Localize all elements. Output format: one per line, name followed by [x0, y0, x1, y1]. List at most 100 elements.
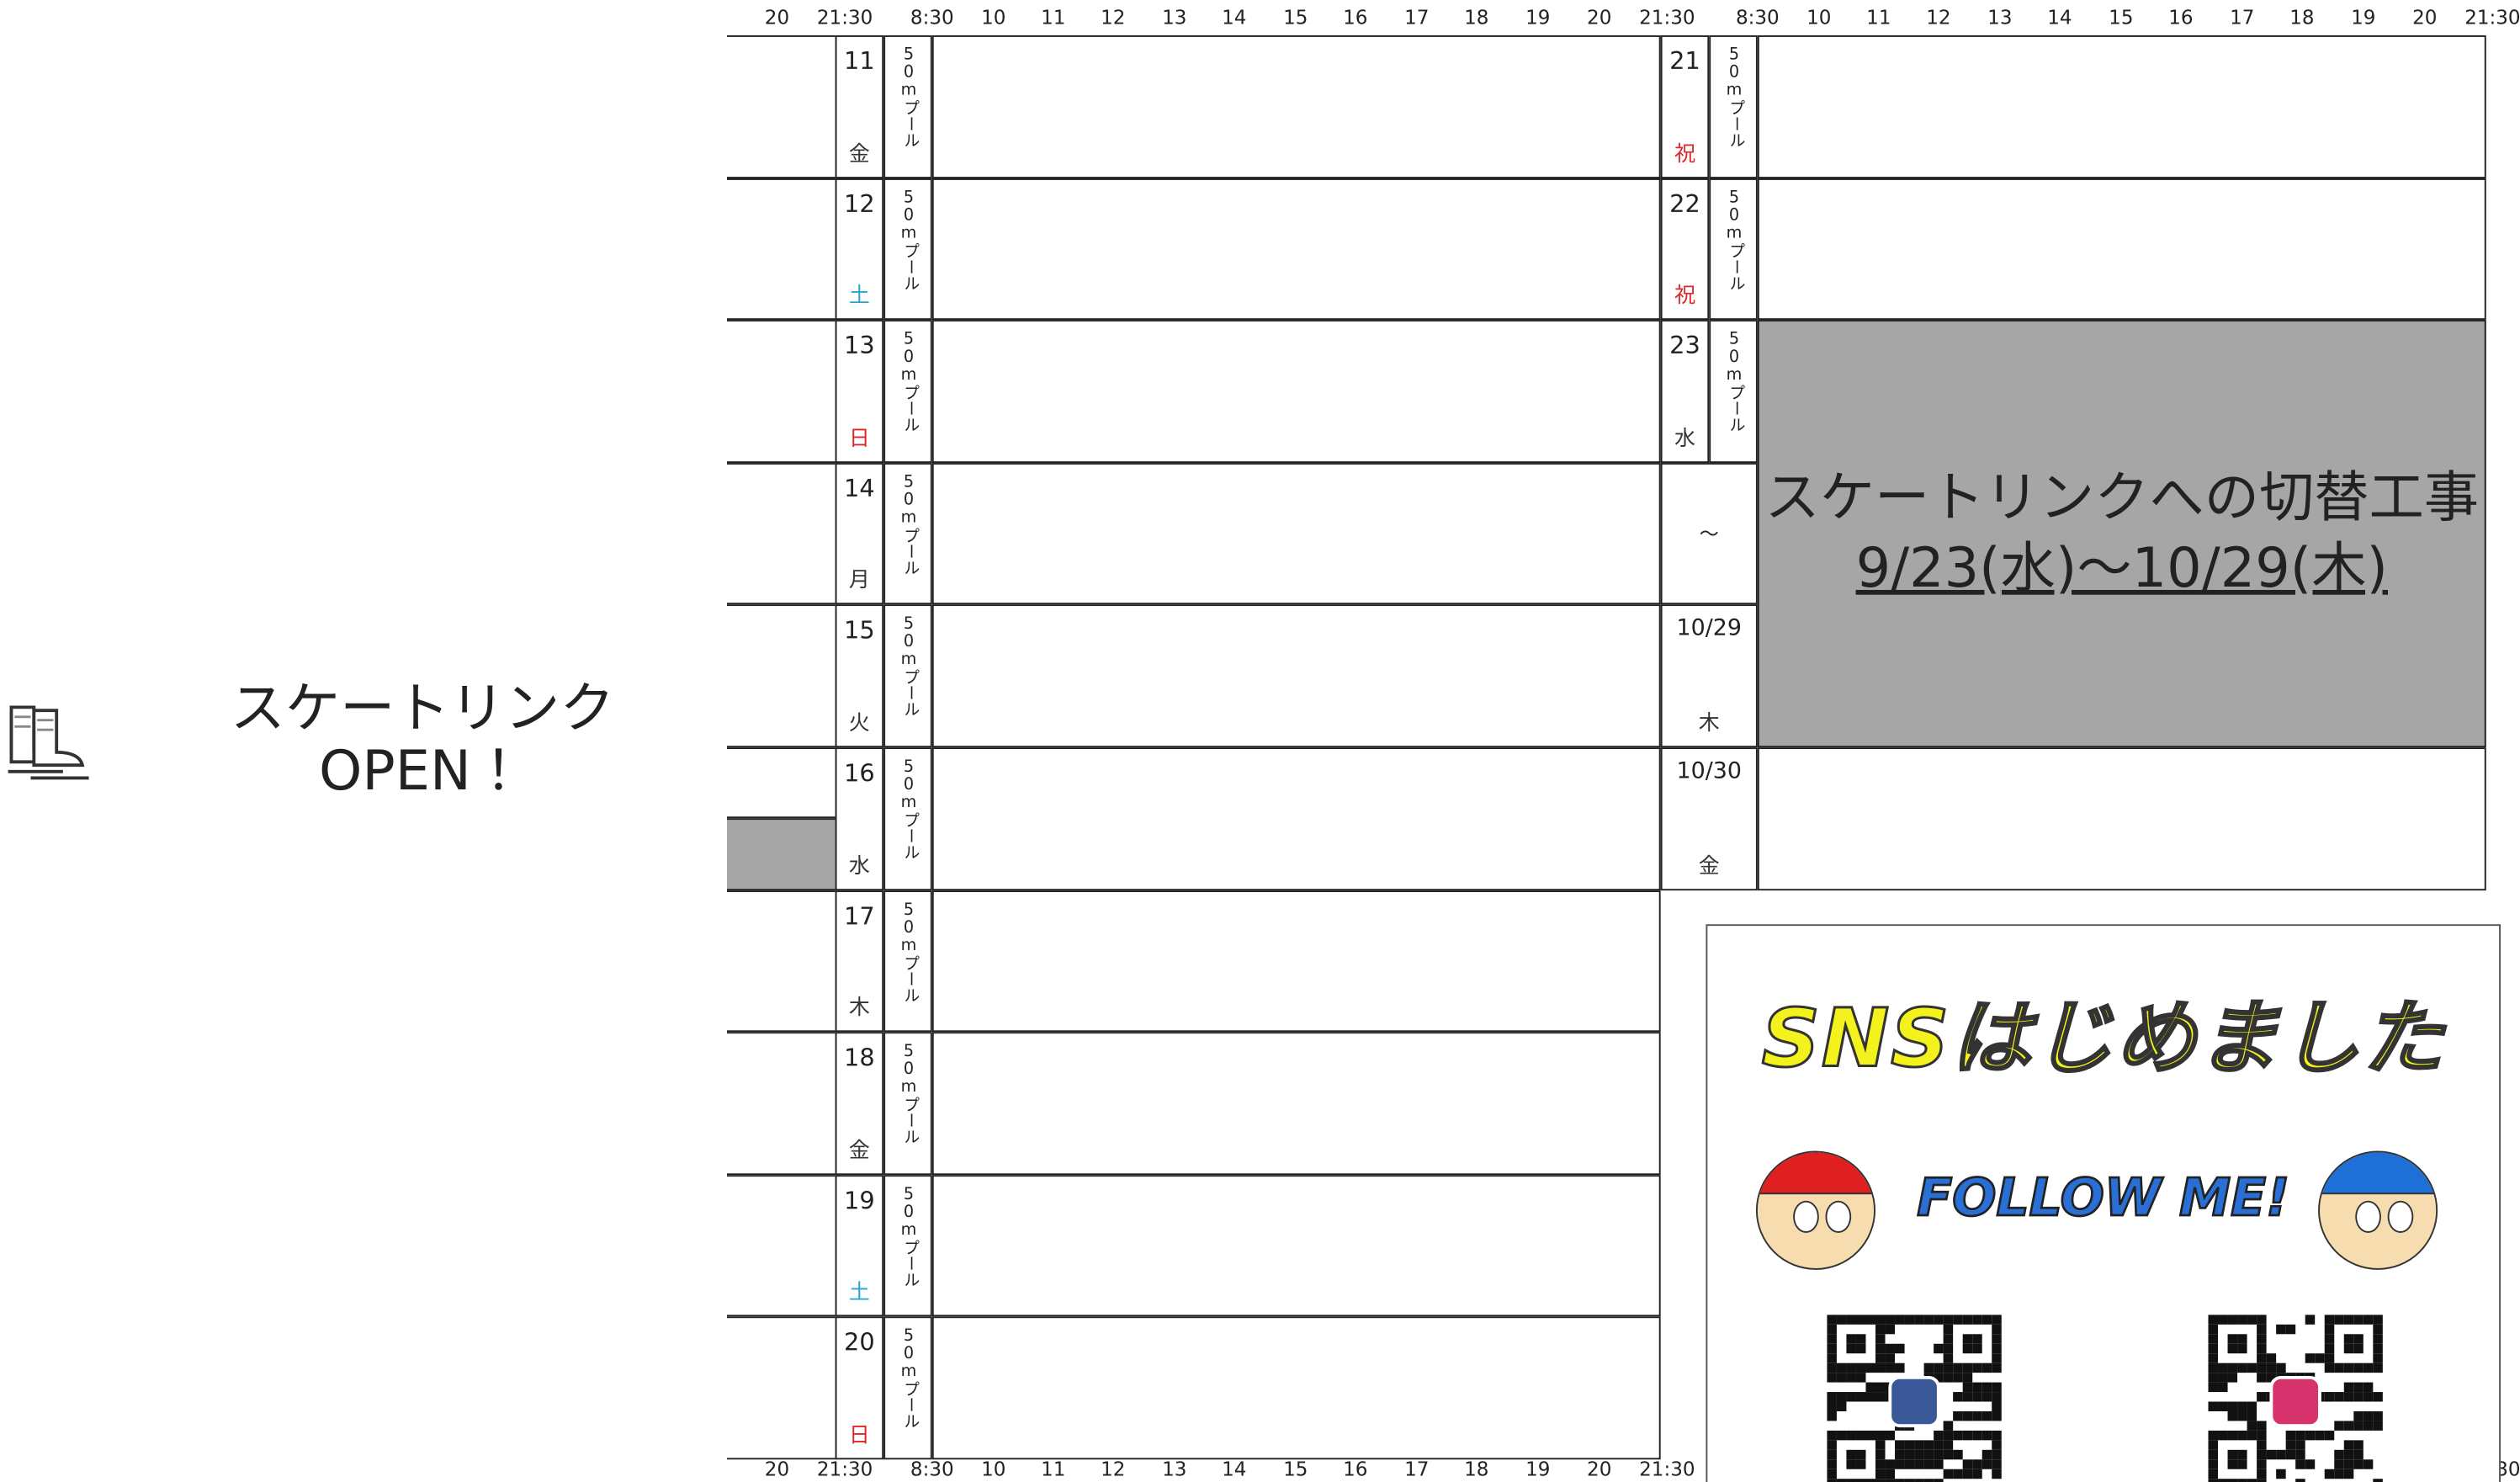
qr-module: [1982, 1362, 1992, 1373]
qr-module: [1943, 1449, 1954, 1460]
qr-module: [2363, 1421, 2374, 1431]
qr-module: [1836, 1362, 1847, 1373]
weekday: 日: [848, 1424, 870, 1448]
qr-module: [2334, 1421, 2344, 1431]
qr-module: [2295, 1459, 2305, 1469]
qr-module: [1972, 1382, 1982, 1393]
qr-module: [1962, 1362, 1973, 1373]
qr-module: [2353, 1334, 2363, 1344]
qr-module: [2373, 1362, 2383, 1373]
qr-module: [2208, 1334, 2219, 1344]
time-tick: 8:30: [1735, 6, 1780, 29]
weekday: 日: [848, 427, 870, 452]
qr-module: [1895, 1343, 1905, 1354]
qr-module: [1923, 1315, 1934, 1325]
qr-module: [1943, 1343, 1954, 1354]
day-number: 23: [1669, 331, 1700, 361]
qr-module: [2208, 1430, 2219, 1441]
qr-module: [2208, 1373, 2219, 1383]
qr-module: [2208, 1459, 2219, 1469]
qr-module: [2295, 1440, 2305, 1450]
time-tick: 16: [2168, 6, 2194, 29]
qr-module: [1982, 1430, 1992, 1441]
timeline: [931, 320, 1661, 463]
qr-module: [2315, 1353, 2325, 1363]
qr-module: [1943, 1334, 1954, 1344]
qr-module: [1953, 1392, 1963, 1402]
qr-module: [1885, 1324, 1896, 1335]
qr-module: [1934, 1430, 1944, 1441]
qr-module: [2276, 1469, 2286, 1479]
qr-module: [1875, 1315, 1886, 1325]
qr-module: [2353, 1315, 2363, 1325]
qr-module: [1904, 1459, 1915, 1469]
mascot: [2318, 1150, 2438, 1270]
day-number: 11: [844, 46, 875, 76]
qr-module: [1885, 1343, 1896, 1354]
time-tick: 10: [981, 1458, 1006, 1481]
qr-module: [2227, 1430, 2238, 1441]
qr-module: [1934, 1459, 1944, 1469]
qr-module: [2266, 1362, 2277, 1373]
qr-module: [2218, 1362, 2228, 1373]
qr-module: [1875, 1382, 1886, 1393]
pool-label: 50mプール: [883, 178, 932, 321]
day-number: 22: [1669, 189, 1700, 218]
qr-code: [2208, 1315, 2383, 1482]
qr-module: [2218, 1373, 2228, 1383]
qr-module: [2353, 1382, 2363, 1393]
qr-module: [1827, 1324, 1837, 1335]
qr-module: [1836, 1479, 1847, 1482]
day-number: 12: [844, 189, 875, 218]
day-number: 18: [844, 1043, 875, 1073]
mascot: [1755, 1150, 1876, 1270]
qr-module: [2208, 1315, 2219, 1325]
qr-module: [2276, 1362, 2286, 1373]
qr-module: [2208, 1382, 2219, 1393]
time-tick: 19: [1525, 1458, 1551, 1481]
time-tick: 20: [1587, 6, 1612, 29]
qr-module: [2334, 1315, 2344, 1325]
qr-module: [1982, 1315, 1992, 1325]
day-cell: 12 土: [835, 178, 884, 321]
qr-module: [1827, 1459, 1837, 1469]
time-tick: 12: [1101, 6, 1126, 29]
day-cell: ～: [1660, 462, 1758, 605]
qr-module: [1895, 1479, 1905, 1482]
time-tick: 10: [1806, 6, 1832, 29]
day-number: 15: [844, 616, 875, 645]
qr-code: [1827, 1315, 2002, 1482]
qr-module: [1827, 1343, 1837, 1354]
qr-module: [2218, 1315, 2228, 1325]
weekday: 木: [848, 996, 870, 1022]
qr-module: [1934, 1373, 1944, 1383]
qr-module: [1992, 1392, 2002, 1402]
qr-module: [1943, 1324, 1954, 1335]
time-tick: 14: [1222, 6, 1247, 29]
time-tick: 18: [1464, 6, 1489, 29]
qr-module: [1972, 1469, 1982, 1479]
qr-module: [2218, 1479, 2228, 1482]
time-tick: 11: [1041, 1458, 1066, 1481]
qr-module: [2305, 1430, 2316, 1441]
qr-module: [2285, 1449, 2296, 1460]
qr-module: [2285, 1324, 2296, 1335]
qr-module: [2276, 1324, 2286, 1335]
qr-module: [2324, 1430, 2335, 1441]
time-tick: 20: [764, 1458, 790, 1481]
time-tick: 21:30: [1639, 1458, 1695, 1481]
qr-module: [2285, 1440, 2296, 1450]
qr-module: [1943, 1469, 1954, 1479]
qr-module: [2257, 1479, 2267, 1482]
qr-module: [2257, 1362, 2267, 1373]
pool-label: 50mプール: [1709, 178, 1758, 321]
qr-module: [1962, 1430, 1973, 1441]
day-number: 13: [844, 331, 875, 361]
qr-module: [1953, 1469, 1963, 1479]
qr-module: [2227, 1373, 2238, 1383]
qr-module: [1885, 1459, 1896, 1469]
qr-module: [1943, 1362, 1954, 1373]
skate-closure: スケートリンクへの切替工事 9/23(水)〜10/29(木): [1757, 320, 2486, 748]
timeline: [931, 178, 1661, 321]
